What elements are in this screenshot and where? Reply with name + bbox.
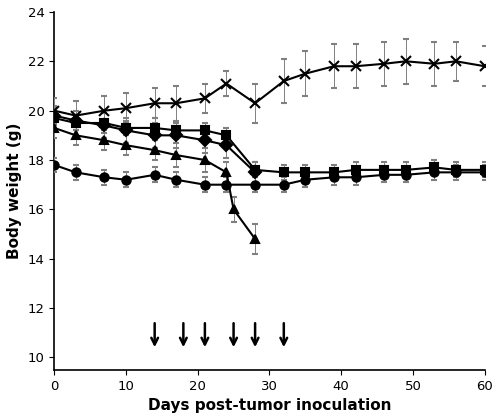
- Y-axis label: Body weight (g): Body weight (g): [7, 123, 22, 259]
- X-axis label: Days post-tumor inoculation: Days post-tumor inoculation: [148, 398, 391, 413]
